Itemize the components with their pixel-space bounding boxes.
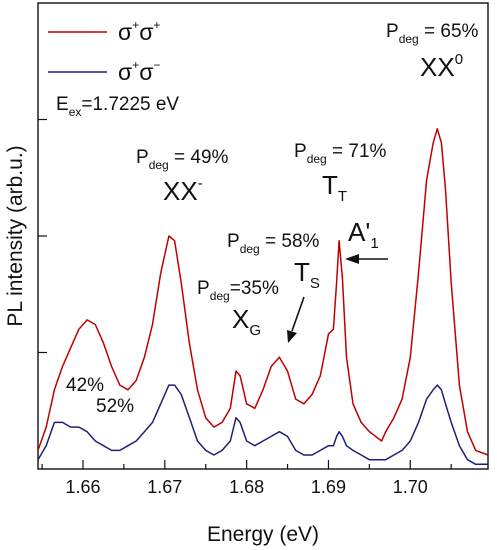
x-tick-label-0: 1.66 [65,477,100,497]
pdeg-xx0-label: Pdeg = 65% [386,21,479,46]
x-tick-label-3: 1.69 [311,477,346,497]
legend-label-sigma-plus-sigma-minus: σ+σ− [118,58,160,85]
x-tick-label-2: 1.68 [229,477,264,497]
x-axis-title: Energy (eV) [207,523,319,546]
ts-arrow-head [287,330,297,343]
a1-arrow-head [345,254,359,264]
xg-peak-label: XG [232,304,261,339]
x-tick-label-1: 1.67 [147,477,182,497]
xxm-peak-label: XX- [163,175,203,206]
legend-label-sigma-plus-sigma-plus: σ+σ+ [118,18,160,45]
pdeg-ts-label: Pdeg = 58% [227,231,320,256]
a1-peak-label: A'1 [348,217,379,252]
pdeg-xg-label: Pdeg=35% [197,278,279,303]
x-tick-label-4: 1.70 [393,477,428,497]
legend: σ+σ+ σ+σ− [48,18,160,85]
ts-arrow-shaft [291,296,305,332]
series-layer [37,128,489,466]
y-axis-title: PL intensity (arb.u.) [4,145,27,326]
pdeg-xxm-label: Pdeg = 49% [136,147,229,172]
excitation-energy-label: Eex=1.7225 eV [56,94,179,119]
pct-52-label: 52% [96,396,134,417]
ts-peak-label: TS [294,257,320,292]
series-line-1 [37,384,488,466]
tt-peak-label: TT [322,170,347,205]
x-axis-ticks: 1.66 1.67 1.68 1.69 1.70 [41,460,452,497]
pct-42-label: 42% [66,375,104,396]
xx0-peak-label: XX0 [420,51,463,82]
pdeg-tt-label: Pdeg = 71% [294,141,387,166]
series-line-0 [37,128,489,456]
y-axis-ticks [38,118,47,354]
